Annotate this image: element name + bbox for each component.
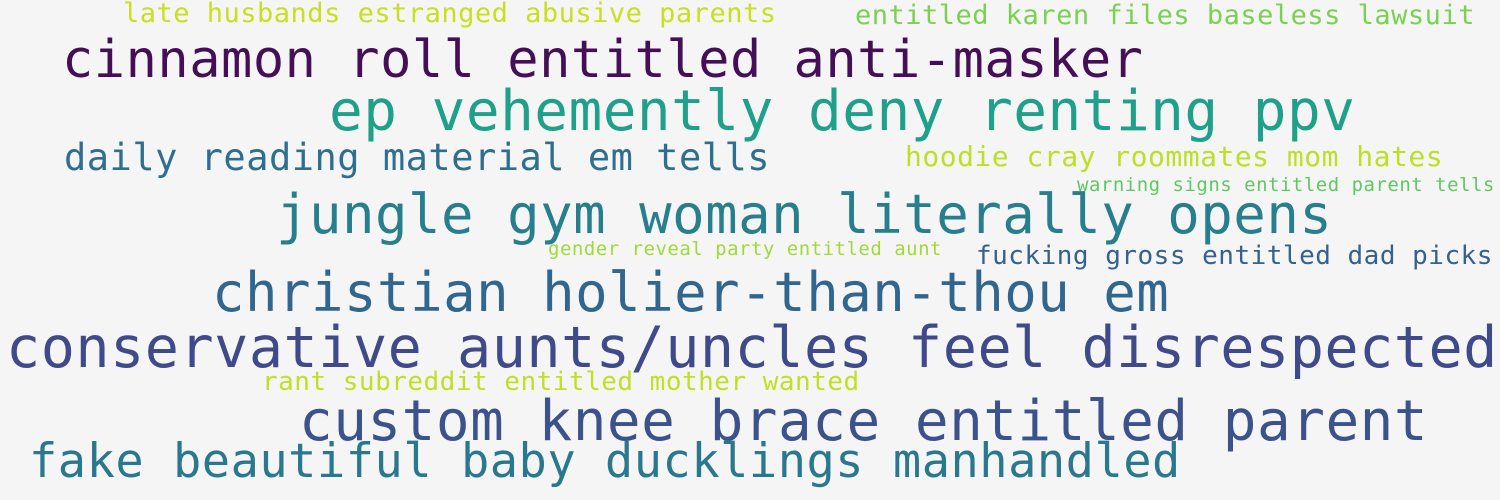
cloud-phrase: gender reveal party entitled aunt: [548, 238, 942, 260]
cloud-phrase: late husbands estranged abusive parents: [123, 0, 777, 29]
cloud-phrase: cinnamon roll entitled anti-masker: [62, 30, 1144, 90]
cloud-phrase: conservative aunts/uncles feel disrespec…: [6, 315, 1498, 381]
cloud-phrase: christian holier-than-thou em: [212, 261, 1170, 324]
cloud-phrase: fake beautiful baby ducklings manhandled: [29, 434, 1181, 489]
cloud-phrase: custom knee brace entitled parent: [299, 389, 1429, 454]
cloud-phrase: warning signs entitled parent tells: [1077, 174, 1495, 196]
cloud-phrase: ep vehemently deny renting ppv: [329, 79, 1356, 144]
cloud-phrase: fucking gross entitled dad picks: [976, 241, 1493, 271]
cloud-phrase: hoodie cray roommates mom hates: [905, 140, 1444, 173]
cloud-phrase: daily reading material em tells: [64, 136, 771, 179]
cloud-phrase: jungle gym woman literally opens: [276, 183, 1333, 246]
cloud-phrase: rant subreddit entitled mother wanted: [262, 367, 860, 397]
cloud-phrase: entitled karen files baseless lawsuit: [855, 0, 1475, 31]
